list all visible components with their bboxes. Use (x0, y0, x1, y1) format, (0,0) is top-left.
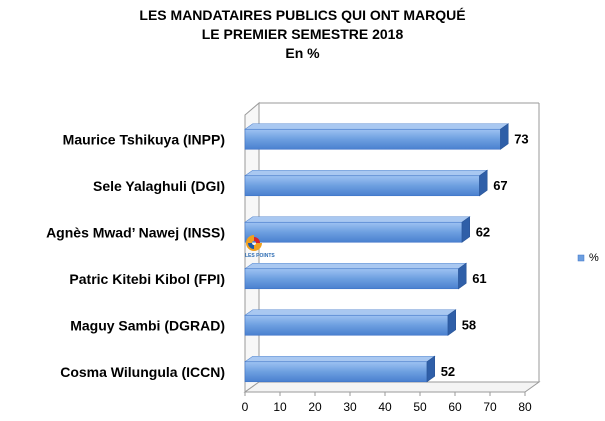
bar-value-label: 61 (472, 271, 486, 286)
bar (244, 175, 480, 197)
x-tick-label: 20 (308, 400, 322, 414)
bar-value-label: 67 (493, 178, 507, 193)
bar-value-label: 58 (462, 317, 476, 332)
category-label: Maguy Sambi (DGRAD) (70, 317, 225, 333)
chart-title-line-1: LES MANDATAIRES PUBLICS QUI ONT MARQUÉ (139, 7, 466, 23)
x-tick-label: 80 (518, 400, 532, 414)
logo-text: LES POINTS (245, 253, 275, 259)
logo-arc-red (254, 237, 260, 243)
x-tick-label: 0 (242, 400, 249, 414)
watermark-logo: LES POINTS (245, 235, 275, 259)
bar (244, 314, 449, 336)
chart-title: LES MANDATAIRES PUBLICS QUI ONT MARQUÉ L… (0, 6, 605, 63)
bar (244, 128, 501, 150)
bar-top-face (244, 216, 471, 223)
bar (244, 268, 459, 290)
category-label: Agnès Mwad’ Nawej (INSS) (46, 224, 225, 240)
category-labels: Maurice Tshikuya (INPP) Sele Yalaghuli (D… (46, 131, 225, 380)
logo-arc-blue (248, 243, 254, 249)
chart-title-line-3: En % (285, 45, 320, 61)
bar-end-face (458, 262, 467, 290)
bar-top-face (244, 169, 489, 177)
bar-top-face (244, 262, 468, 270)
bar-end-face (461, 216, 471, 243)
bar-end-face (479, 169, 488, 197)
category-label: Patric Kitebi Kibol (FPI) (69, 271, 225, 287)
watermark-logo-graphic: LES POINTS (245, 235, 275, 259)
chart-title-line-2: LE PREMIER SEMESTRE 2018 (201, 26, 404, 42)
floor (243, 381, 541, 393)
bar-value-label: 62 (476, 224, 490, 239)
bar-top-face (244, 355, 436, 363)
bar-end-face (426, 355, 436, 383)
bar (244, 221, 463, 243)
x-tick-label: 60 (448, 400, 462, 414)
category-label: Sele Yalaghuli (DGI) (93, 178, 225, 194)
x-tick-label: 40 (378, 400, 392, 414)
x-tick-label: 70 (483, 400, 497, 414)
x-tick-label: 30 (343, 400, 357, 414)
bar (244, 361, 428, 383)
x-tick-label: 50 (413, 400, 427, 414)
legend-label: % (589, 252, 599, 264)
x-axis-ticks: 0 10 20 30 40 50 60 70 80 (242, 392, 532, 414)
bar-top-face (244, 309, 457, 316)
legend: % (577, 252, 599, 264)
x-tick-label: 10 (273, 400, 287, 414)
bar-end-face (500, 123, 509, 150)
category-label: Cosma Wilungula (ICCN) (60, 364, 225, 380)
bar-end-face (447, 309, 457, 336)
bar-value-label: 52 (441, 364, 455, 379)
bars-group: 73 67 62 61 58 52 (244, 123, 529, 383)
bar-top-face (244, 123, 510, 130)
category-label: Maurice Tshikuya (INPP) (63, 131, 225, 147)
legend-swatch (577, 254, 585, 262)
bar-value-label: 73 (514, 131, 528, 146)
